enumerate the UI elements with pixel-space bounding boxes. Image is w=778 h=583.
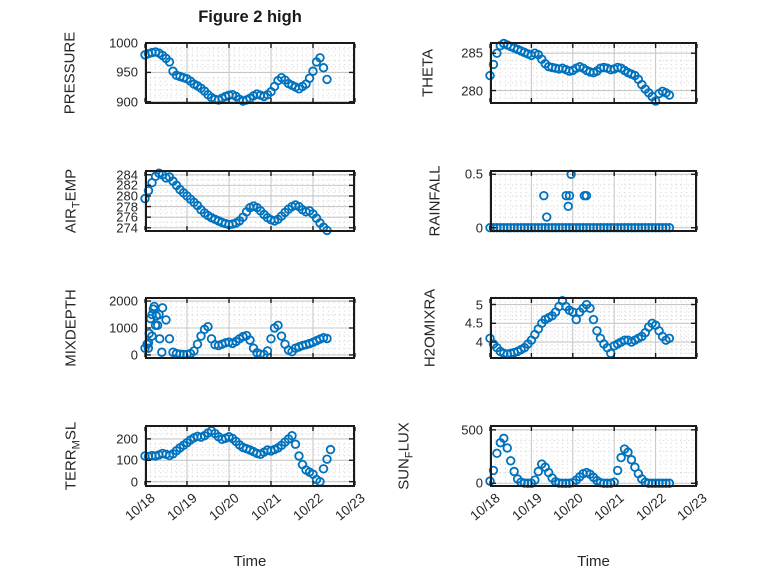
x-tick-label: 10/21 (591, 490, 628, 524)
scatter-series (485, 296, 675, 359)
y-axis-label-h2omixra: H2OMIXRA (421, 288, 439, 368)
scatter-series (140, 47, 332, 106)
y-tick-label: 200 (116, 431, 138, 447)
y-tick-label: 276 (116, 209, 138, 225)
y-tick-label: 280 (116, 188, 138, 204)
subplot-terrmsl: TERRMSL 0 100 200 10/18 10/19 10/20 10/21 10/22 1… (63, 422, 368, 524)
y-tick-label: 0 (130, 347, 138, 363)
axes-box (145, 425, 355, 487)
y-tick-label: 500 (461, 422, 483, 438)
y-tick-label: 274 (116, 220, 138, 236)
y-axis-label-rainfall: RAINFALL (426, 165, 444, 237)
y-tick-label: 1000 (109, 320, 138, 336)
y-tick-label: 282 (116, 177, 138, 193)
axes-box (490, 42, 697, 104)
y-axis-label-airtemp: AIRTEMP (62, 168, 83, 234)
x-tick-label: 10/20 (206, 490, 242, 524)
x-tick-label: 10/23 (674, 490, 710, 524)
y-axis-label-pressure: PRESSURE (61, 31, 79, 115)
axes-box (145, 42, 355, 104)
subplot-theta: THETA 280 285 (420, 38, 698, 106)
y-tick-label: 284 (116, 167, 138, 183)
axes-box (490, 170, 697, 232)
x-tick-label: 10/22 (290, 490, 326, 524)
figure-title: Figure 2 high (198, 8, 302, 26)
y-tick-label: 0 (130, 474, 138, 490)
scatter-series (140, 426, 336, 487)
scatter-series (485, 433, 675, 488)
axes-box (490, 297, 697, 359)
scatter-series (485, 38, 675, 106)
plot-area-h2omixra (485, 296, 698, 359)
plot-area-rainfall (485, 169, 698, 233)
x-tick-label: 10/22 (633, 490, 669, 524)
y-tick-label: 950 (116, 64, 138, 80)
axes-box (145, 170, 355, 232)
x-axis-label-left: Time (233, 553, 267, 570)
x-tick-label: 10/19 (164, 490, 200, 524)
subplot-mixdepth: MIXDEPTH 0 1000 2000 (63, 289, 356, 367)
subplot-pressure: PRESSURE 900 950 1000 (62, 32, 356, 114)
y-axis-label-theta: THETA (419, 48, 437, 98)
plot-area-airtemp (140, 168, 356, 236)
x-tick-label: 10/23 (332, 490, 368, 524)
plot-area-pressure (140, 42, 356, 106)
x-axis-label-right: Time (577, 553, 610, 570)
y-tick-label: 100 (116, 452, 138, 468)
y-axis-label-terrmsl: TERRMSL (62, 421, 83, 491)
plot-area-theta (485, 38, 698, 106)
x-tick-label: 10/18 (122, 490, 158, 524)
y-tick-label: 4 (475, 334, 483, 350)
y-tick-label: 2000 (109, 293, 138, 309)
plot-area-terrmsl (140, 425, 356, 488)
y-tick-label: 0.5 (464, 166, 483, 182)
axes-box (490, 425, 697, 487)
y-tick-label: 0 (475, 475, 483, 491)
scatter-series (140, 168, 332, 236)
y-tick-label: 5 (475, 297, 483, 312)
y-tick-label: 1000 (109, 35, 138, 51)
x-tick-label: 10/18 (467, 490, 503, 524)
y-tick-label: 4.5 (464, 315, 483, 331)
y-tick-label: 285 (461, 45, 483, 61)
y-tick-label: 0 (475, 220, 483, 236)
y-tick-label: 280 (461, 83, 483, 99)
subplot-airtemp: AIRTEMP 274 276 278 280 282 284 (63, 168, 356, 236)
x-tick-label: 10/21 (248, 490, 284, 524)
x-tick-label: 10/19 (508, 490, 545, 524)
subplot-h2omixra: H2OMIXRA 4 4.5 5 (422, 289, 698, 367)
y-axis-label-sunflux: SUNFLUX (395, 422, 416, 490)
y-axis-label-mixdepth: MIXDEPTH (62, 289, 80, 367)
axes-box (145, 297, 355, 359)
plot-area-sunflux (485, 425, 698, 488)
subplot-rainfall: RAINFALL 0 0.5 (427, 166, 698, 236)
y-tick-label: 900 (116, 94, 138, 110)
x-tick-label: 10/20 (550, 490, 586, 524)
plot-area-mixdepth (140, 297, 356, 360)
y-tick-label: 278 (116, 199, 138, 215)
subplot-sunflux: SUNFLUX 0 500 10/18 10/19 10/20 10/21 10/22 10/2… (396, 422, 710, 523)
